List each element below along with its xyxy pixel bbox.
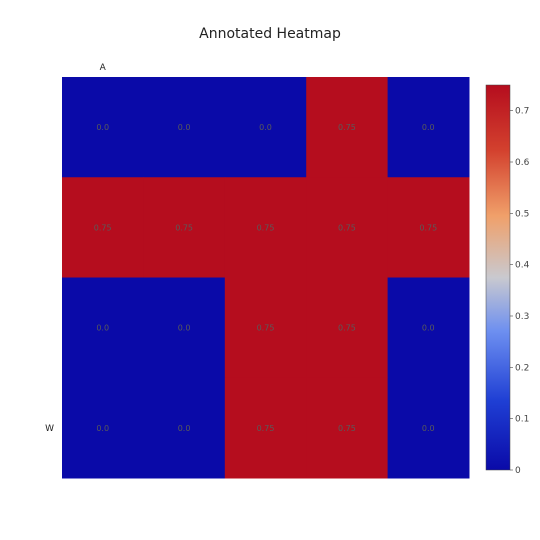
heatmap-annotations: 0.0 0.0 0.0 0.75 0.0 0.75 0.75 0.75 0.75 0.75 0.0 0… [94,123,437,433]
cell-annotation: 0.0 [178,123,191,132]
heatmap-cell [143,377,226,479]
colorbar-tick-label: 0.2 [515,363,529,373]
cell-annotation: 0.0 [96,324,109,333]
heatmap-cell [62,277,144,379]
cell-annotation: 0.75 [338,424,356,433]
colorbar [485,84,511,471]
heatmap-cell [143,77,226,178]
cell-annotation: 0.0 [178,324,191,333]
cell-annotation: 0.75 [257,223,275,232]
cell-annotation: 0.0 [422,324,435,333]
heatmap-cell [224,277,307,379]
cell-annotation: 0.75 [175,223,193,232]
y-axis-ticks: AW [45,63,107,434]
heatmap-cell [62,77,144,178]
colorbar-tick-label: 0.7 [515,107,529,117]
cell-annotation: 0.75 [338,123,356,132]
heatmap-cell [306,277,389,379]
cell-annotation: 0.0 [96,424,109,433]
heatmap-cell [387,77,470,178]
chart-title: Annotated Heatmap [199,26,341,42]
cell-annotation: 0.0 [178,424,191,433]
heatmap-cell [62,377,144,479]
heatmap-cell [143,277,226,379]
heatmap-cell [306,377,389,479]
heatmap-cell [387,377,470,479]
colorbar-tick-label: 0 [515,466,521,476]
heatmap-cell [224,377,307,479]
colorbar-tick-label: 0.5 [515,209,529,219]
cell-annotation: 0.75 [257,324,275,333]
heatmap-cell [224,177,307,278]
heatmap-cell [306,77,389,178]
y-tick-label: A [100,63,107,73]
colorbar-tick-label: 0.3 [515,312,529,322]
heatmap-cell [306,177,389,278]
cell-annotation: 0.75 [338,324,356,333]
heatmap-cells [62,77,470,479]
heatmap-cell [224,77,307,178]
cell-annotation: 0.0 [422,123,435,132]
cell-annotation: 0.75 [94,223,112,232]
cell-annotation: 0.0 [422,424,435,433]
cell-annotation: 0.75 [419,223,437,232]
heatmap-cell [62,177,144,278]
cell-annotation: 0.75 [338,223,356,232]
cell-annotation: 0.75 [257,424,275,433]
cell-annotation: 0.0 [259,123,272,132]
colorbar-tick-label: 0.6 [515,158,530,168]
y-tick-label: W [45,424,54,434]
colorbar-tick-label: 0.4 [515,261,530,271]
heatmap-cell [387,177,470,278]
heatmap-cell [387,277,470,379]
colorbar-tick-label: 0.1 [515,415,529,425]
cell-annotation: 0.0 [96,123,109,132]
colorbar-ticks: 0 0.1 0.2 0.3 0.4 0.5 0.6 0.7 [510,107,530,476]
heatmap-cell [143,177,226,278]
